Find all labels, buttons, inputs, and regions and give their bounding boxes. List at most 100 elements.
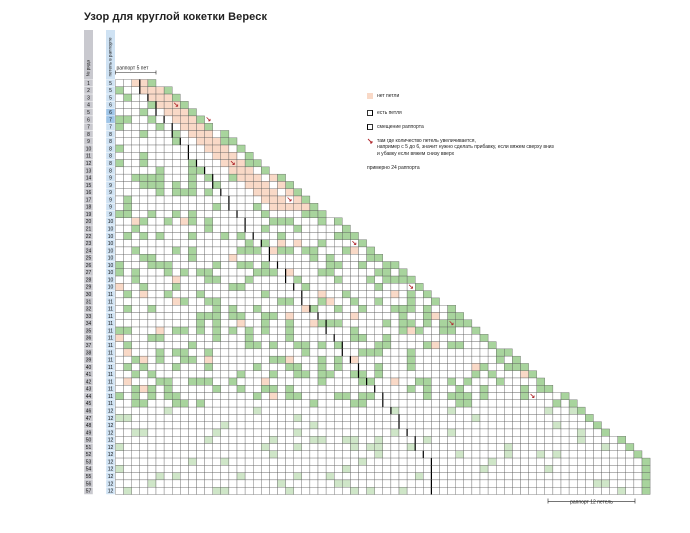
chart-cell [204, 363, 213, 371]
stitch-count: 11 [108, 394, 113, 400]
chart-cell [269, 421, 278, 430]
chart-cell [220, 137, 230, 146]
chart-cell [115, 144, 124, 153]
chart-cell [172, 414, 181, 422]
chart-cell [301, 326, 311, 335]
chart-cell [131, 86, 140, 95]
chart-cell [172, 363, 181, 371]
chart-cell [244, 428, 254, 437]
chart-cell [163, 93, 173, 102]
chart-cell [212, 312, 221, 320]
chart-cell [228, 195, 238, 204]
chart-cell [180, 421, 189, 430]
chart-cell [269, 297, 278, 306]
chart-cell [244, 152, 254, 160]
chart-cell [585, 443, 594, 451]
chart-cell [253, 268, 262, 277]
chart-cell [115, 392, 124, 400]
chart-cell [163, 203, 173, 211]
chart-cell [180, 224, 189, 233]
chart-cell [236, 297, 246, 306]
chart-cell [155, 181, 165, 189]
chart-cell [366, 406, 375, 415]
chart-cell [139, 334, 149, 342]
chart-cell [139, 472, 149, 481]
chart-cell [366, 341, 375, 350]
chart-cell [552, 406, 562, 415]
chart-cell [285, 355, 294, 364]
chart-cell [188, 479, 197, 488]
chart-cell [463, 406, 473, 415]
chart-cell [277, 421, 286, 430]
chart-cell [415, 428, 424, 437]
chart-cell [487, 414, 497, 422]
chart-cell [334, 275, 343, 284]
chart-cell [471, 341, 481, 350]
chart-cell [204, 312, 213, 320]
chart-cell [285, 399, 294, 408]
chart-cell [261, 465, 270, 473]
chart-cell [382, 450, 392, 459]
chart-cell [147, 166, 157, 175]
chart-cell [115, 436, 124, 444]
chart-cell [261, 399, 270, 408]
chart-cell [382, 319, 392, 328]
chart-cell [253, 159, 262, 168]
chart-cell [447, 355, 456, 364]
chart-cell [463, 348, 473, 357]
chart-cell [269, 319, 278, 328]
chart-cell [568, 487, 578, 495]
chart-cell [212, 268, 221, 277]
chart-cell [350, 283, 359, 291]
stitch-count: 12 [108, 445, 114, 451]
chart-cell [366, 254, 375, 262]
chart-cell [479, 414, 489, 422]
chart-cell [261, 319, 270, 328]
chart-cell [350, 450, 359, 459]
chart-cell [350, 297, 359, 306]
chart-cell [317, 406, 327, 415]
chart-cell [415, 290, 424, 299]
chart-cell [390, 283, 400, 291]
chart-cell [520, 479, 529, 488]
chart-cell [155, 217, 165, 226]
chart-cell [447, 370, 456, 379]
chart-cell [325, 217, 335, 226]
chart-cell [487, 428, 497, 437]
chart-cell [236, 254, 246, 262]
chart-cell [163, 319, 173, 328]
chart-cell [358, 465, 367, 473]
chart-cell [155, 450, 165, 459]
chart-cell [269, 254, 278, 262]
chart-cell [204, 450, 213, 459]
chart-cell [293, 450, 302, 459]
chart-cell [560, 457, 570, 466]
chart-cell [115, 363, 124, 371]
chart-cell [155, 210, 165, 218]
chart-cell [155, 363, 165, 371]
chart-cell [253, 341, 262, 350]
chart-cell [317, 239, 327, 248]
chart-cell [196, 203, 205, 211]
chart-cell [439, 319, 448, 328]
chart-cell [390, 443, 400, 451]
chart-cell [496, 465, 505, 473]
chart-cell [334, 377, 343, 386]
chart-cell [317, 479, 327, 488]
chart-cell [309, 297, 319, 306]
chart-cell [609, 472, 618, 481]
chart-cell [504, 377, 513, 386]
chart-cell [236, 487, 246, 495]
chart-cell [471, 406, 481, 415]
chart-cell [325, 246, 335, 255]
chart-cell [236, 166, 246, 175]
chart-cell [334, 443, 343, 451]
chart-cell [115, 195, 124, 204]
chart-cell [131, 334, 140, 342]
chart-cell [188, 472, 197, 481]
chart-cell [479, 399, 489, 408]
chart-cell [617, 465, 626, 473]
chart-cell [512, 363, 521, 371]
chart-cell [212, 130, 221, 138]
chart-cell [204, 123, 213, 131]
